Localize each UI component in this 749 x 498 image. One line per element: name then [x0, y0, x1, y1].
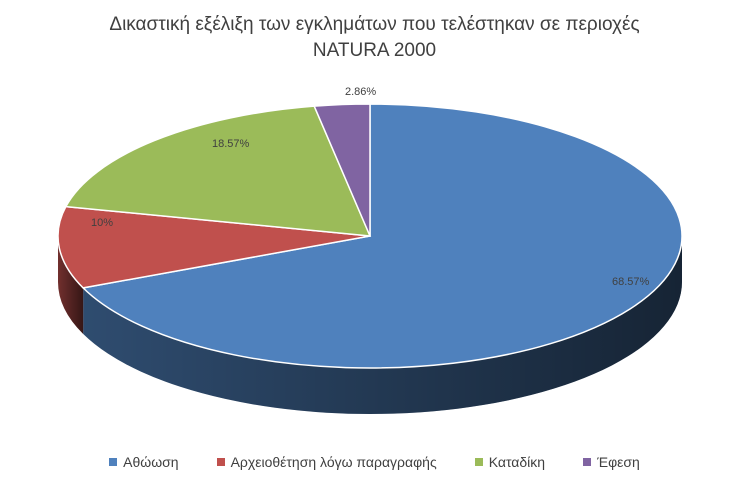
pie-slice-athoosi [81, 103, 683, 369]
legend-label-archeiothetisi: Αρχειοθέτηση λόγω παραγραφής [230, 454, 437, 470]
legend-item-efesi: Έφεση [583, 454, 640, 470]
chart-title-line-1: Δικαστική εξέλιξη των εγκλημάτων που τελ… [109, 14, 640, 35]
legend-swatch-athoosi [109, 458, 118, 466]
legend-label-efesi: Έφεση [597, 454, 640, 470]
data-label-athoosi: 68.57% [612, 276, 650, 288]
legend-item-katadiki: Καταδίκη [474, 454, 546, 470]
legend-swatch-katadiki [474, 458, 483, 466]
legend-label-katadiki: Καταδίκη [488, 454, 546, 470]
pie-slice-katadiki [64, 105, 372, 237]
chart-legend: Αθώωση Αρχειοθέτηση λόγω παραγραφής Κατα… [0, 454, 749, 470]
data-label-katadiki: 18.57% [212, 138, 250, 150]
legend-item-archeiothetisi: Αρχειοθέτηση λόγω παραγραφής [216, 454, 437, 470]
chart-title-line-2: NATURA 2000 [312, 40, 437, 61]
legend-swatch-efesi [583, 458, 592, 466]
legend-swatch-archeiothetisi [216, 458, 225, 466]
pie-side-shade-athoosi [83, 236, 682, 414]
data-label-archeiothetisi: 10% [91, 217, 113, 229]
legend-label-athoosi: Αθώωση [123, 454, 179, 470]
pie-slice-archeiothetisi [57, 205, 371, 289]
pie-slice-efesi [313, 103, 371, 237]
chart-title: Δικαστική εξέλιξη των εγκλημάτων που τελ… [0, 12, 749, 64]
pie-side-shade-archeiothetisi [58, 236, 84, 334]
data-label-efesi: 2.86% [345, 86, 376, 98]
legend-item-athoosi: Αθώωση [109, 454, 179, 470]
